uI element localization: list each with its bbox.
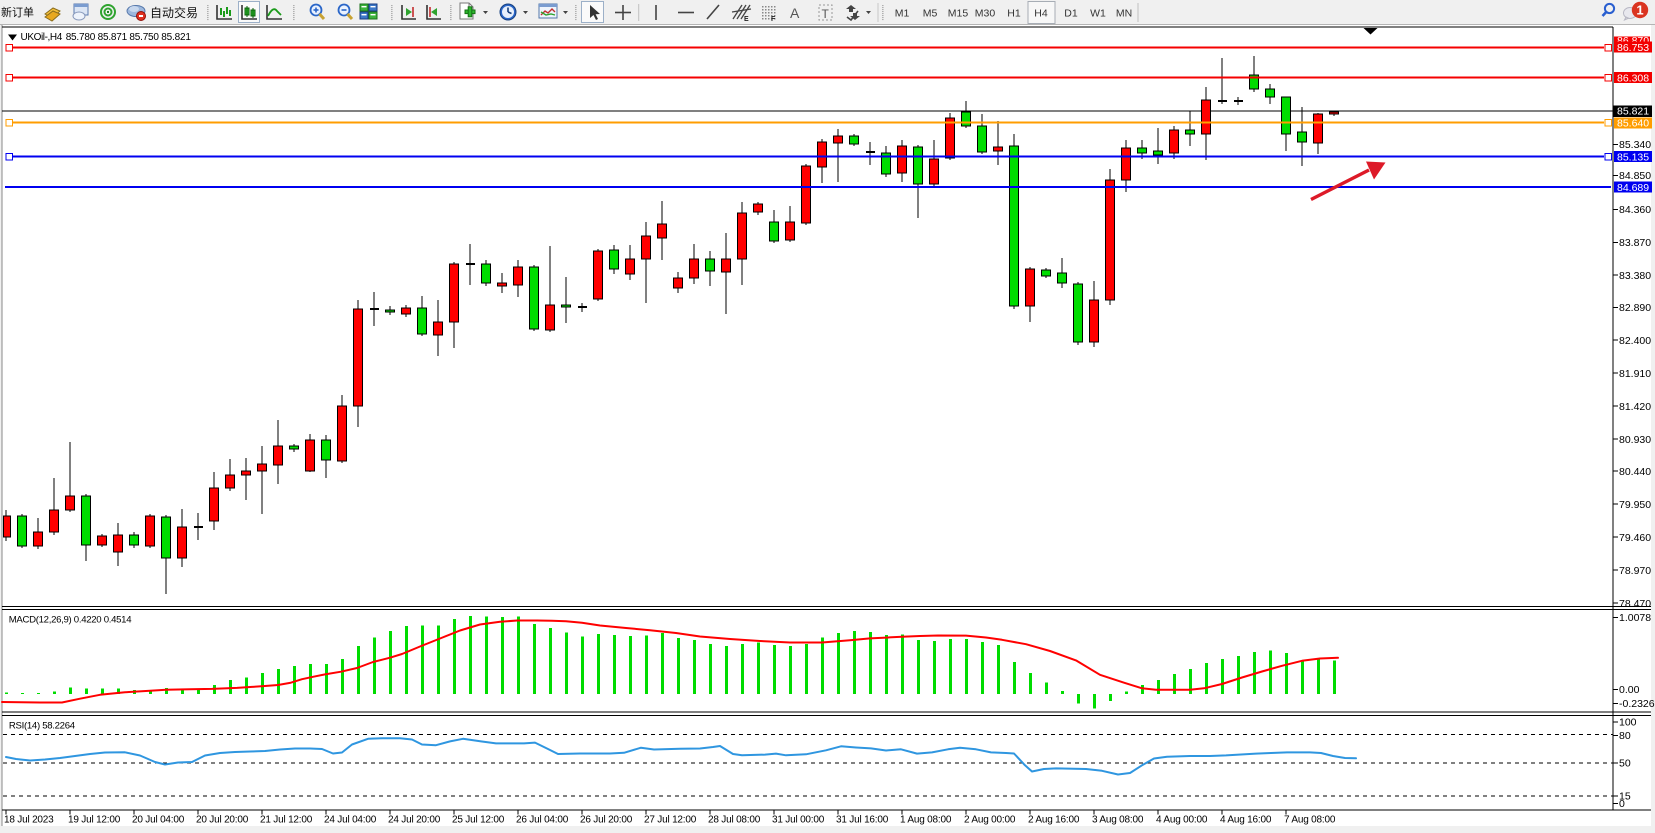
svg-text:H1: H1 <box>1007 8 1021 20</box>
svg-text:83.380: 83.380 <box>1619 270 1651 282</box>
svg-text:80: 80 <box>1619 730 1631 742</box>
svg-text:自动交易: 自动交易 <box>150 5 198 20</box>
svg-text:78.470: 78.470 <box>1619 598 1651 610</box>
svg-text:1: 1 <box>1636 3 1643 18</box>
svg-text:27 Jul 12:00: 27 Jul 12:00 <box>644 815 697 826</box>
svg-text:15: 15 <box>1619 791 1631 803</box>
svg-text:M30: M30 <box>975 8 996 20</box>
svg-text:F: F <box>771 16 776 23</box>
svg-text:7 Aug 08:00: 7 Aug 08:00 <box>1284 815 1336 826</box>
svg-text:79.950: 79.950 <box>1619 499 1651 511</box>
svg-text:D1: D1 <box>1064 8 1078 20</box>
svg-text:新订单: 新订单 <box>1 5 34 19</box>
svg-text:85.640: 85.640 <box>1617 118 1649 130</box>
svg-text:31 Jul 16:00: 31 Jul 16:00 <box>836 815 889 826</box>
svg-text:78.970: 78.970 <box>1619 565 1651 577</box>
svg-text:E: E <box>744 16 749 23</box>
svg-text:0.00: 0.00 <box>1619 684 1640 696</box>
svg-text:25 Jul 12:00: 25 Jul 12:00 <box>452 815 505 826</box>
svg-text:86.753: 86.753 <box>1617 42 1649 54</box>
svg-text:T: T <box>822 7 830 21</box>
svg-text:31 Jul 00:00: 31 Jul 00:00 <box>772 815 825 826</box>
svg-text:-0.2326: -0.2326 <box>1619 698 1655 710</box>
svg-text:M1: M1 <box>895 8 910 20</box>
svg-text:20 Jul 20:00: 20 Jul 20:00 <box>196 815 249 826</box>
svg-text:M15: M15 <box>948 8 969 20</box>
svg-text:81.910: 81.910 <box>1619 368 1651 380</box>
svg-text:100: 100 <box>1619 717 1637 729</box>
svg-text:84.360: 84.360 <box>1619 204 1651 216</box>
svg-text:0: 0 <box>1619 798 1625 810</box>
svg-text:2 Aug 16:00: 2 Aug 16:00 <box>1028 815 1080 826</box>
svg-text:20 Jul 04:00: 20 Jul 04:00 <box>132 815 185 826</box>
svg-text:86.308: 86.308 <box>1617 72 1649 84</box>
svg-text:85.821: 85.821 <box>1617 106 1649 118</box>
svg-text:82.400: 82.400 <box>1619 335 1651 347</box>
svg-text:85.821: 85.821 <box>161 32 191 43</box>
svg-text:A: A <box>790 5 800 21</box>
svg-text:21 Jul 12:00: 21 Jul 12:00 <box>260 815 313 826</box>
svg-text:19 Jul 12:00: 19 Jul 12:00 <box>68 815 121 826</box>
svg-text:4 Aug 16:00: 4 Aug 16:00 <box>1220 815 1272 826</box>
svg-text:3 Aug 08:00: 3 Aug 08:00 <box>1092 815 1144 826</box>
svg-text:83.870: 83.870 <box>1619 237 1651 249</box>
svg-text:2 Aug 00:00: 2 Aug 00:00 <box>964 815 1016 826</box>
svg-text:50: 50 <box>1619 758 1631 770</box>
svg-text:1 Aug 08:00: 1 Aug 08:00 <box>900 815 952 826</box>
svg-text:UKOil-,H4: UKOil-,H4 <box>21 32 63 43</box>
svg-text:85.340: 85.340 <box>1619 139 1651 151</box>
svg-text:W1: W1 <box>1090 8 1106 20</box>
svg-text:85.871: 85.871 <box>98 32 128 43</box>
svg-text:RSI(14) 58.2264: RSI(14) 58.2264 <box>9 721 76 732</box>
svg-text:80.440: 80.440 <box>1619 466 1651 478</box>
svg-text:81.420: 81.420 <box>1619 401 1651 413</box>
svg-text:26 Jul 20:00: 26 Jul 20:00 <box>580 815 633 826</box>
svg-text:84.850: 84.850 <box>1619 170 1651 182</box>
svg-text:80.930: 80.930 <box>1619 434 1651 446</box>
svg-text:24 Jul 04:00: 24 Jul 04:00 <box>324 815 377 826</box>
svg-text:85.135: 85.135 <box>1617 151 1649 163</box>
svg-text:79.460: 79.460 <box>1619 532 1651 544</box>
svg-text:85.750: 85.750 <box>129 32 159 43</box>
svg-text:MN: MN <box>1116 8 1132 20</box>
svg-text:85.780: 85.780 <box>66 32 96 43</box>
svg-text:1.0078: 1.0078 <box>1619 612 1651 624</box>
svg-text:82.890: 82.890 <box>1619 302 1651 314</box>
svg-text:H4: H4 <box>1034 8 1048 20</box>
svg-text:84.689: 84.689 <box>1617 182 1649 194</box>
svg-text:18 Jul 2023: 18 Jul 2023 <box>4 815 54 826</box>
svg-text:MACD(12,26,9) 0.4220 0.4514: MACD(12,26,9) 0.4220 0.4514 <box>9 615 133 626</box>
svg-text:26 Jul 04:00: 26 Jul 04:00 <box>516 815 569 826</box>
svg-text:28 Jul 08:00: 28 Jul 08:00 <box>708 815 761 826</box>
svg-text:24 Jul 20:00: 24 Jul 20:00 <box>388 815 441 826</box>
svg-text:M5: M5 <box>923 8 938 20</box>
svg-text:4 Aug 00:00: 4 Aug 00:00 <box>1156 815 1208 826</box>
